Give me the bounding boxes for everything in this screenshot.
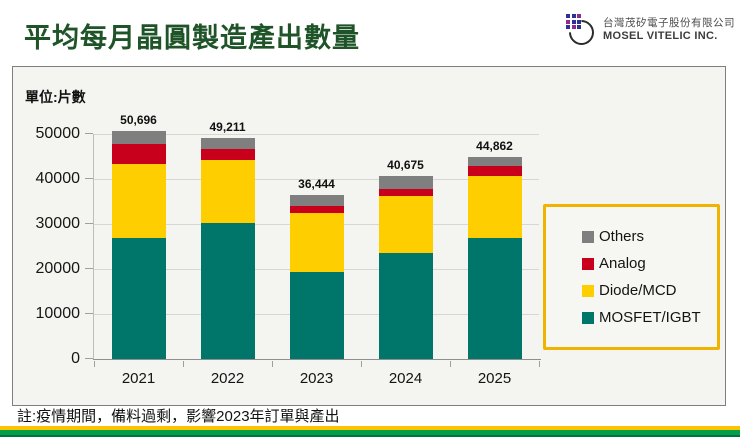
- legend-swatch: [582, 257, 594, 270]
- x-axis-tick: [539, 361, 540, 367]
- x-axis-tick: [450, 361, 451, 367]
- y-axis-tick-label: 0: [71, 350, 80, 367]
- bar-total-label: 49,211: [209, 119, 246, 134]
- x-axis-tick: [94, 361, 95, 367]
- bar-segment-mosfet-igbt: [467, 237, 522, 359]
- bar-segment-diode-mcd: [111, 163, 166, 239]
- bar-segment-diode-mcd: [200, 160, 255, 223]
- bar-segment-analog: [289, 205, 344, 213]
- bar-total-label: 36,444: [298, 177, 335, 192]
- mosel-vitelic-logo-icon: [563, 14, 600, 51]
- bottom-stripe-yellow: [0, 426, 740, 430]
- x-axis-category-label: 2025: [477, 370, 512, 387]
- y-axis-tick-label: 10000: [35, 305, 81, 322]
- legend-item-mosfet-igbt: MOSFET/IGBT: [582, 309, 717, 326]
- legend: Others Analog Diode/MCD MOSFET/IGBT: [543, 204, 720, 350]
- page-title: 平均每月晶圓製造產出數量: [24, 23, 360, 53]
- bar-2021: [111, 130, 166, 359]
- company-logo: 台灣茂矽電子股份有限公司 MOSEL VITELIC INC.: [563, 14, 735, 51]
- y-axis-tick: [85, 223, 93, 224]
- company-name: 台灣茂矽電子股份有限公司 MOSEL VITELIC INC.: [603, 17, 735, 43]
- x-axis-category-label: 2022: [210, 370, 245, 387]
- legend-swatch: [582, 311, 594, 324]
- bar-segment-others: [289, 195, 344, 206]
- bar-segment-mosfet-igbt: [111, 238, 166, 359]
- y-axis-tick-label: 50000: [35, 125, 81, 142]
- legend-label: Diode/MCD: [599, 282, 677, 299]
- x-axis-tick: [183, 361, 184, 367]
- bar-2022: [200, 137, 255, 359]
- bar-segment-mosfet-igbt: [378, 253, 433, 359]
- x-axis-tick: [361, 361, 362, 367]
- bar-2024: [378, 175, 433, 359]
- y-axis-tick-label: 30000: [35, 215, 81, 232]
- x-axis-line: [93, 358, 541, 360]
- company-name-en: MOSEL VITELIC INC.: [603, 29, 718, 42]
- bar-segment-analog: [111, 143, 166, 164]
- bar-total-label: 40,675: [387, 157, 424, 172]
- logo-dots-icon: [566, 14, 581, 29]
- chart-container: 單位:片數 0 10000 20000 30000 40000 50000 50,696 20…: [12, 66, 726, 406]
- bar-segment-diode-mcd: [467, 175, 522, 238]
- y-axis-tick-label: 40000: [35, 170, 81, 187]
- y-axis-tick: [85, 133, 93, 134]
- legend-label: Others: [599, 228, 645, 245]
- y-axis-tick-label: 20000: [35, 260, 81, 277]
- bar-segment-analog: [467, 165, 522, 176]
- gridline: [94, 134, 539, 135]
- bottom-stripe-dark-green: [0, 435, 740, 437]
- bar-segment-others: [200, 137, 255, 150]
- footnote: 註:疫情期間，備料過剩，影響2023年訂單與產出: [17, 408, 340, 425]
- bar-segment-others: [111, 130, 166, 144]
- y-axis-tick: [85, 178, 93, 179]
- bar-segment-analog: [378, 188, 433, 196]
- bar-segment-mosfet-igbt: [200, 222, 255, 359]
- legend-item-others: Others: [582, 228, 717, 245]
- x-axis-tick: [272, 361, 273, 367]
- gridline: [94, 179, 539, 180]
- y-axis-tick: [85, 268, 93, 269]
- legend-swatch: [582, 230, 594, 243]
- legend-label: Analog: [599, 255, 646, 272]
- x-axis-category-label: 2024: [388, 370, 423, 387]
- bar-segment-analog: [200, 149, 255, 161]
- bar-segment-mosfet-igbt: [289, 272, 344, 359]
- x-axis-category-label: 2021: [121, 370, 156, 387]
- y-axis-tick: [85, 313, 93, 314]
- company-name-zh: 台灣茂矽電子股份有限公司: [603, 17, 735, 30]
- x-axis-category-label: 2023: [299, 370, 334, 387]
- bar-total-label: 44,862: [476, 139, 513, 154]
- bar-2023: [289, 195, 344, 359]
- legend-label: MOSFET/IGBT: [599, 309, 701, 326]
- bottom-stripe-green: [0, 430, 740, 435]
- legend-item-analog: Analog: [582, 255, 717, 272]
- legend-swatch: [582, 284, 594, 297]
- y-axis-line: [93, 134, 94, 359]
- plot-area: 0 10000 20000 30000 40000 50000 50,696 2021 49,2…: [36, 113, 541, 387]
- bar-total-label: 50,696: [120, 112, 157, 127]
- bar-segment-others: [467, 157, 522, 166]
- bar-segment-others: [378, 175, 433, 189]
- unit-label: 單位:片數: [25, 89, 86, 105]
- y-axis-tick: [85, 358, 93, 359]
- bar-segment-diode-mcd: [289, 212, 344, 273]
- legend-item-diode-mcd: Diode/MCD: [582, 282, 717, 299]
- bar-segment-diode-mcd: [378, 195, 433, 254]
- bar-2025: [467, 157, 522, 359]
